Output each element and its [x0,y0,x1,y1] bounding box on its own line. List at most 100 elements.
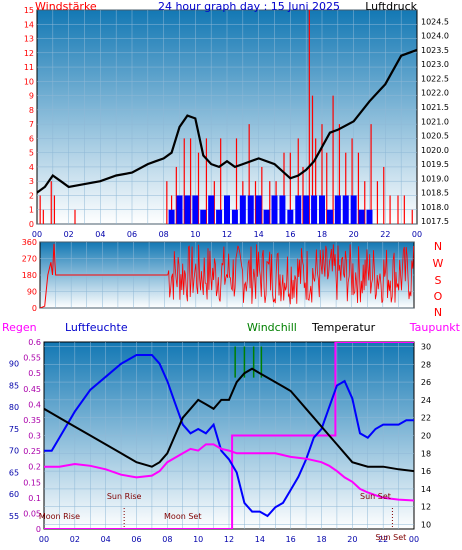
sun-moon-annotations: Moon Rise Sun Rise Moon Set Sun Set Sun Set [39,492,407,542]
y-regen-tick-label: 0.55 [23,354,41,363]
wind-direction-trace [167,244,414,305]
wind-mean-bar [271,195,278,224]
wind-mean-bar [224,195,230,224]
temperatur-label: Temperatur [311,321,376,334]
compass-label-s: S [435,274,442,287]
windchill-label: Windchill [247,321,297,334]
y-temp-tick-label: 26 [421,378,431,387]
temperature-line [44,367,414,473]
y-humidity-tick-label: 80 [9,403,19,412]
y-right-tick-label: 1023.5 [421,46,449,55]
wind-mean-bar [287,209,294,224]
y-humidity-tick-label: 55 [9,512,19,521]
y-regen-tick-label: 0.5 [28,369,41,378]
y-regen-tick-label: 0.15 [23,478,41,487]
x-tick-label: 02 [64,230,74,239]
panel1-marks [37,10,417,224]
wind-mean-bar [326,209,333,224]
y-left-tick-label: 6 [29,134,34,143]
wind-mean-bar [184,195,191,224]
wind-mean-bar [350,195,357,224]
y-regen-tick-label: 0.45 [23,385,41,394]
y-right-tick-label: 1022.0 [421,89,449,98]
panel2-marks [40,243,414,308]
y-regen-tick-label: 0.1 [28,494,41,503]
y-left-tick-label: 0 [32,304,37,313]
wind-mean-bar [303,195,310,224]
wind-mean-bar [358,209,365,224]
chart-title: 24 hour graph day : 15 Juni 2025 [158,0,340,13]
y-left-tick-label: 3 [29,177,34,186]
y-left-tick-label: 1 [29,206,34,215]
y-right-tick-label: 1021.5 [421,103,449,112]
wind-mean-bar [319,195,325,224]
y-left-tick-label: 2 [29,191,34,200]
wind-mean-bar [311,195,318,224]
wind-mean-bar [366,209,373,224]
wind-mean-bar [334,195,341,224]
y-regen-tick-label: 0.4 [28,400,41,409]
y-right-tick-label: 1018.0 [421,203,449,212]
header-left-label: Windstärke [35,0,97,13]
wind-mean-bar [247,195,254,224]
y-regen-tick-label: 0.35 [23,416,41,425]
wind-mean-bar [342,195,349,224]
x-tick-label: 00 [409,535,419,544]
sun-moon-annotation: Sun Set [360,492,391,501]
y-regen-tick-label: 0.3 [28,432,41,441]
taupunkt-label: Taupunkt [409,321,461,334]
wind-mean-bar [192,195,199,224]
humidity-line [44,354,414,518]
y-left-tick-label: 180 [22,271,37,280]
compass-label-n-bottom: N [434,306,442,319]
y-humidity-tick-label: 60 [9,490,19,499]
x-tick-label: 00 [412,230,422,239]
y-right-tick-label: 1023.0 [421,60,449,69]
y-left-tick-label: 7 [29,120,34,129]
y-temp-tick-label: 24 [421,396,431,405]
x-tick-label: 10 [190,230,200,239]
y-left-tick-label: 270 [22,255,37,264]
y-right-tick-label: 1020.5 [421,132,449,141]
x-tick-label: 18 [316,535,326,544]
y-left-tick-label: 14 [24,20,34,29]
y-left-tick-label: 90 [27,288,37,297]
y-left-tick-label: 4 [29,163,34,172]
y-left-tick-label: 12 [24,49,34,58]
wind-mean-bar [255,195,262,224]
compass-label-w: W [433,257,444,270]
x-tick-label: 12 [222,230,232,239]
x-tick-label: 22 [378,535,388,544]
y-right-tick-label: 1024.0 [421,32,449,41]
pressure-line [37,48,417,194]
y-right-tick-label: 1020.0 [421,146,449,155]
x-tick-label: 00 [32,230,42,239]
wind-mean-bar [263,209,270,224]
header-right-label: Luftdruck [365,0,417,13]
y-regen-tick-label: 0.25 [23,447,41,456]
y-temp-tick-label: 10 [421,521,431,530]
y-temp-tick-label: 30 [421,342,431,351]
y-right-tick-label: 1019.0 [421,174,449,183]
y-left-tick-label: 9 [29,92,34,101]
x-tick-label: 14 [254,230,264,239]
rain-line [44,342,414,529]
y-temp-tick-label: 28 [421,360,431,369]
x-tick-label: 10 [193,535,203,544]
y-regen-tick-label: 0 [36,525,41,534]
x-tick-label: 00 [39,535,49,544]
y-temp-tick-label: 22 [421,414,431,423]
tick-labels: 01234567891011121314151017.51018.01018.5… [9,6,449,544]
y-regen-tick-label: 0.05 [23,509,41,518]
y-temp-tick-label: 12 [421,503,431,512]
y-left-tick-label: 360 [22,238,37,247]
y-right-tick-label: 1018.5 [421,189,449,198]
x-tick-label: 04 [101,535,111,544]
y-temp-tick-label: 18 [421,449,431,458]
x-tick-label: 02 [70,535,80,544]
regen-label: Regen [2,321,37,334]
wind-mean-bar [231,209,238,224]
wind-mean-bar [295,195,302,224]
x-tick-label: 06 [127,230,137,239]
